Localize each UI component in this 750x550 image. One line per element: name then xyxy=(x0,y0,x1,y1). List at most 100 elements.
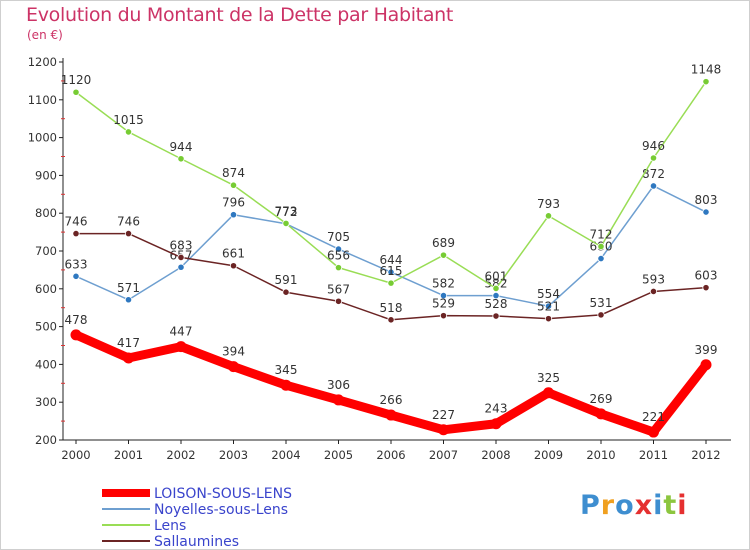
x-tick-label: 2012 xyxy=(691,448,720,462)
y-tick-label: 300 xyxy=(35,395,57,409)
data-label: 571 xyxy=(117,281,140,295)
data-point xyxy=(177,155,185,163)
data-point xyxy=(438,424,449,436)
data-point xyxy=(333,394,344,406)
x-tick-label: 2003 xyxy=(219,448,248,462)
data-label: 521 xyxy=(537,300,560,314)
data-label: 661 xyxy=(222,247,245,261)
y-tick-label: 500 xyxy=(35,320,57,334)
chart-title: Evolution du Montant de la Dette par Hab… xyxy=(26,4,454,26)
data-point xyxy=(595,408,607,420)
data-point xyxy=(387,316,395,324)
data-label: 394 xyxy=(222,345,245,359)
legend-label: LOISON-SOUS-LENS xyxy=(154,486,292,502)
x-tick-label: 2010 xyxy=(586,448,615,462)
data-label: 601 xyxy=(485,269,508,283)
y-tick-label: 200 xyxy=(35,433,57,447)
x-tick-label: 2002 xyxy=(166,448,195,462)
logo-letter: t xyxy=(663,490,678,521)
y-tick-label: 1000 xyxy=(28,131,57,145)
series-lens: 1120 1015 944 874 773 656 615 689 601 793 712 946 11… xyxy=(61,63,721,293)
data-label: 417 xyxy=(117,336,140,350)
data-point xyxy=(700,359,712,371)
data-label: 773 xyxy=(275,204,298,218)
series-sallaumines: 746 746 683 661 591 567 518 529 528 521 531 593 603 xyxy=(65,215,718,324)
data-point xyxy=(123,352,134,364)
logo-letter: x xyxy=(634,490,654,521)
y-tick-label: 400 xyxy=(35,357,57,371)
data-point xyxy=(282,288,290,296)
series-noyelles-sous-lens: 633571657796772705644582582554680872803 xyxy=(65,167,718,310)
x-tick-label: 2001 xyxy=(114,448,143,462)
data-point xyxy=(228,361,239,373)
data-label: 1120 xyxy=(61,73,92,87)
data-label: 683 xyxy=(170,238,193,252)
data-label: 746 xyxy=(117,215,140,229)
data-point xyxy=(649,154,658,162)
data-point xyxy=(229,262,238,270)
data-point xyxy=(597,311,605,319)
proxiti-logo: Proxiti xyxy=(580,490,688,521)
data-point xyxy=(544,212,553,220)
data-point xyxy=(649,287,658,296)
data-point xyxy=(177,263,185,271)
data-point xyxy=(229,211,238,219)
data-point xyxy=(72,272,80,280)
data-label: 803 xyxy=(695,193,718,207)
legend-label: Lens xyxy=(154,518,186,534)
data-label: 874 xyxy=(222,166,245,180)
data-label: 946 xyxy=(642,139,665,153)
data-point xyxy=(124,128,133,136)
data-label: 325 xyxy=(537,371,560,385)
data-point xyxy=(597,254,605,263)
data-point xyxy=(70,329,82,341)
data-point xyxy=(702,78,710,86)
data-point xyxy=(649,182,658,190)
data-point xyxy=(334,245,343,253)
data-point xyxy=(334,297,343,305)
data-point xyxy=(72,88,80,96)
logo-letter: o xyxy=(615,490,635,521)
data-label: 221 xyxy=(642,410,665,424)
x-tick-label: 2005 xyxy=(324,448,353,462)
data-point xyxy=(387,268,395,276)
data-point xyxy=(387,279,395,287)
data-label: 603 xyxy=(695,269,718,283)
logo-letter: P xyxy=(580,490,601,521)
data-point xyxy=(597,242,605,251)
data-point xyxy=(229,181,238,189)
data-point xyxy=(282,219,290,228)
data-point xyxy=(543,387,554,399)
data-point xyxy=(492,312,500,320)
data-point xyxy=(702,208,710,216)
data-point xyxy=(124,296,133,304)
data-point xyxy=(72,230,80,238)
data-point xyxy=(124,230,133,238)
data-point xyxy=(492,284,500,293)
series-loison-sous-lens: 478 417 447 394 345 306 266 227 243 325 269 221 399 xyxy=(65,313,717,438)
y-tick-label: 800 xyxy=(35,206,57,220)
data-point xyxy=(544,302,553,310)
data-label: 772 xyxy=(275,205,298,219)
data-point xyxy=(385,409,397,421)
data-label: 1015 xyxy=(113,113,144,127)
data-point xyxy=(648,426,659,438)
data-point xyxy=(439,251,448,259)
data-label: 528 xyxy=(485,297,508,311)
data-label: 689 xyxy=(432,236,455,250)
data-label: 531 xyxy=(590,296,613,310)
data-point xyxy=(702,284,710,292)
x-tick-label: 2000 xyxy=(61,448,90,462)
data-point xyxy=(492,292,500,300)
x-tick-label: 2004 xyxy=(271,448,300,462)
logo-letter: i xyxy=(653,490,664,521)
x-tick-label: 2006 xyxy=(376,448,405,462)
x-tick-label: 2008 xyxy=(481,448,510,462)
data-label: 582 xyxy=(432,277,455,291)
data-label: 345 xyxy=(275,363,298,377)
data-label: 644 xyxy=(380,253,403,267)
data-label: 944 xyxy=(170,140,193,154)
data-label: 872 xyxy=(642,167,665,181)
data-label: 529 xyxy=(432,297,455,311)
